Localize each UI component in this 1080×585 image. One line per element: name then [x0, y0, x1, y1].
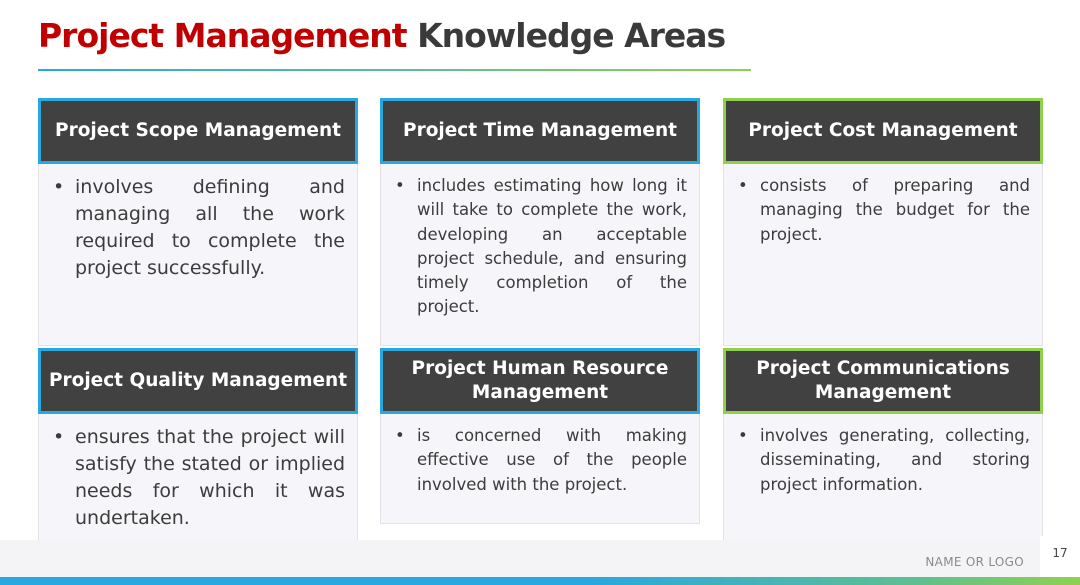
title-underline: [38, 69, 751, 71]
name-or-logo-placeholder: NAME OR LOGO: [925, 555, 1024, 569]
card-cost-management: Project Cost Management consists of prep…: [723, 98, 1043, 346]
card-time-management: Project Time Management includes estimat…: [380, 98, 700, 346]
bullet-text: consists of preparing and managing the b…: [736, 174, 1030, 247]
card-human-resource-management: Project Human Resource Management is con…: [380, 348, 700, 524]
card-communications-management: Project Communications Management involv…: [723, 348, 1043, 554]
card-header: Project Quality Management: [38, 348, 358, 414]
footer-accent-bar: [0, 577, 1080, 585]
card-header: Project Communications Management: [723, 348, 1043, 414]
card-header: Project Cost Management: [723, 98, 1043, 164]
slide-title-dark: Knowledge Areas: [417, 16, 726, 55]
bullet-text: ensures that the project will satisfy th…: [51, 424, 345, 532]
card-body: ensures that the project will satisfy th…: [38, 414, 358, 554]
bullet-text: involves defining and managing all the w…: [51, 174, 345, 282]
bullet-text: involves generating, collecting, dissemi…: [736, 424, 1030, 497]
card-header: Project Scope Management: [38, 98, 358, 164]
card-scope-management: Project Scope Management involves defini…: [38, 98, 358, 346]
bullet-text: is concerned with making effective use o…: [393, 424, 687, 497]
slide-title-red: Project Management: [38, 16, 408, 55]
card-body: consists of preparing and managing the b…: [723, 164, 1043, 346]
footer-band: [0, 540, 1080, 577]
card-body: is concerned with making effective use o…: [380, 414, 700, 524]
card-header: Project Human Resource Management: [380, 348, 700, 414]
slide-title: Project Management Knowledge Areas: [38, 14, 726, 58]
card-body: includes estimating how long it will tak…: [380, 164, 700, 346]
page-number: 17: [1040, 536, 1080, 578]
bullet-text: includes estimating how long it will tak…: [393, 174, 687, 320]
card-body: involves generating, collecting, dissemi…: [723, 414, 1043, 554]
card-body: involves defining and managing all the w…: [38, 164, 358, 346]
card-quality-management: Project Quality Management ensures that …: [38, 348, 358, 554]
card-header: Project Time Management: [380, 98, 700, 164]
